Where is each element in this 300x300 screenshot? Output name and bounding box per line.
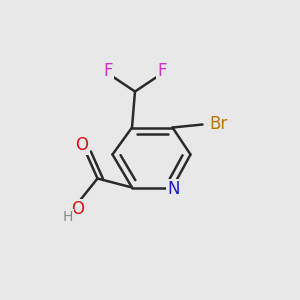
Text: O: O <box>75 136 88 154</box>
Text: F: F <box>103 61 112 80</box>
Text: N: N <box>168 180 180 198</box>
Text: Br: Br <box>209 115 227 133</box>
Text: H: H <box>63 210 73 224</box>
Text: O: O <box>71 200 85 218</box>
Text: F: F <box>158 61 167 80</box>
